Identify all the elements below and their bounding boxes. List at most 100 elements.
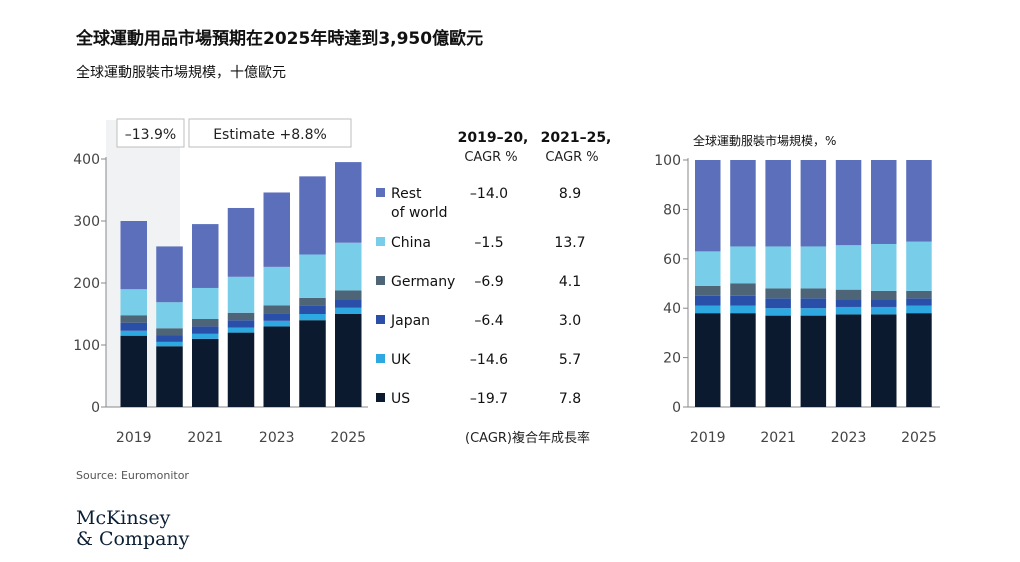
y-tick-label: 300: [73, 214, 100, 230]
cagr-2019-20-value: –14.6: [470, 352, 508, 368]
share-segment-china: [835, 245, 862, 290]
cagr-2019-20-value: –14.0: [470, 186, 508, 202]
legend-swatch-china: [376, 237, 385, 246]
x-tick-label: 2025: [330, 430, 366, 446]
share-segment-us: [695, 313, 721, 407]
cagr-2021-25-value: 7.8: [559, 391, 581, 407]
bar-segment-china: [335, 242, 362, 291]
bar-segment-china: [156, 302, 183, 329]
y-tick-label: 20: [663, 351, 681, 367]
share-segment-china: [871, 243, 897, 291]
bar-segment-uk: [299, 314, 326, 321]
bar-segment-germany: [227, 312, 255, 321]
share-segment-rest-of-world: [906, 160, 932, 242]
bar-segment-germany: [156, 328, 183, 336]
bar-segment-germany: [299, 297, 326, 306]
legend-swatch-rest-of-world: [376, 188, 385, 197]
cagr-header-1-line2: CAGR %: [464, 150, 517, 165]
share-segment-us: [906, 313, 932, 407]
legend-swatch-uk: [376, 354, 385, 363]
cagr-2019-20-value: –6.4: [474, 313, 503, 329]
share-segment-us: [765, 315, 791, 407]
bar-segment-japan: [335, 299, 362, 308]
bar-segment-us: [156, 346, 183, 407]
bar-segment-rest-of-world: [299, 176, 326, 255]
bar-segment-rest-of-world: [227, 207, 255, 277]
x-tick-label: 2019: [116, 430, 152, 446]
share-segment-rest-of-world: [835, 160, 862, 246]
share-segment-germany: [800, 288, 827, 299]
y-tick-label: 0: [91, 400, 100, 416]
bar-segment-uk: [335, 307, 362, 314]
x-tick-label: 2021: [187, 430, 223, 446]
share-segment-rest-of-world: [871, 160, 897, 244]
estimate-annotation: Estimate +8.8%: [213, 127, 327, 143]
legend-swatch-us: [376, 393, 385, 402]
bar-segment-germany: [263, 305, 290, 314]
legend-label-rest-of-world: Rest: [391, 186, 422, 202]
legend-label-germany: Germany: [391, 274, 455, 290]
share-segment-japan: [800, 298, 827, 309]
share-segment-germany: [765, 288, 791, 299]
cagr-header-2-line2: CAGR %: [545, 150, 598, 165]
share-segment-germany: [906, 290, 932, 299]
y-tick-label: 40: [663, 301, 681, 317]
bar-segment-uk: [120, 330, 147, 336]
bar-segment-uk: [227, 327, 255, 333]
cagr-2021-25-value: 5.7: [559, 352, 581, 368]
cagr-2019-20-value: –6.9: [474, 274, 503, 290]
chart-title: 全球運動用品市場預期在2025年時達到3,950億歐元: [76, 29, 484, 49]
share-segment-rest-of-world: [800, 160, 827, 247]
bar-segment-rest-of-world: [263, 192, 290, 267]
bar-segment-china: [263, 266, 290, 306]
decline-box: [116, 118, 185, 148]
share-segment-china: [800, 246, 827, 289]
bar-segment-japan: [227, 320, 255, 328]
share-segment-china: [695, 251, 721, 286]
chart-subtitle: 全球運動服裝市場規模，十億歐元: [76, 65, 286, 81]
bar-segment-japan: [156, 335, 183, 342]
bar-segment-japan: [299, 305, 326, 314]
bar-segment-rest-of-world: [120, 221, 147, 290]
cagr-footnote: (CAGR)複合年成長率: [465, 430, 590, 446]
x-tick-label: 2023: [259, 430, 295, 446]
y-tick-label: 400: [73, 152, 100, 168]
estimate-box: [188, 118, 352, 148]
y-tick-label: 100: [73, 338, 100, 354]
bar-segment-china: [227, 276, 255, 313]
bar-segment-japan: [120, 322, 147, 331]
share-segment-us: [871, 314, 897, 407]
cagr-2021-25-value: 4.1: [559, 274, 581, 290]
decline-annotation: –13.9%: [125, 127, 176, 143]
legend-label-us: US: [391, 391, 410, 407]
logo-line-2: & Company: [76, 528, 190, 550]
bar-segment-us: [335, 314, 362, 407]
bar-segment-us: [192, 338, 219, 407]
x-tick-label: 2025: [901, 430, 937, 446]
share-segment-rest-of-world: [765, 160, 791, 247]
share-segment-us: [800, 315, 827, 407]
x-tick-label: 2021: [760, 430, 796, 446]
bar-segment-germany: [335, 290, 362, 300]
share-segment-china: [730, 246, 756, 284]
right-panel-title: 全球運動服裝市場規模，%: [693, 133, 836, 148]
cagr-2021-25-value: 13.7: [554, 235, 585, 251]
bar-segment-uk: [156, 341, 183, 347]
cagr-header-2-line1: 2021–25,: [541, 130, 612, 146]
cagr-2021-25-value: 3.0: [559, 313, 581, 329]
share-segment-germany: [730, 283, 756, 296]
share-segment-uk: [835, 306, 862, 315]
bar-segment-us: [227, 332, 255, 407]
share-segment-china: [906, 241, 932, 291]
bar-segment-japan: [263, 313, 290, 321]
legend-swatch-germany: [376, 276, 385, 285]
bar-segment-china: [299, 254, 326, 298]
cagr-2019-20-value: –1.5: [474, 235, 503, 251]
bar-segment-germany: [192, 318, 219, 327]
legend-label-china: China: [391, 235, 431, 251]
bar-segment-rest-of-world: [335, 162, 362, 243]
y-tick-label: 60: [663, 252, 681, 268]
x-tick-label: 2019: [690, 430, 726, 446]
share-segment-japan: [835, 299, 862, 307]
bar-segment-china: [192, 287, 219, 319]
